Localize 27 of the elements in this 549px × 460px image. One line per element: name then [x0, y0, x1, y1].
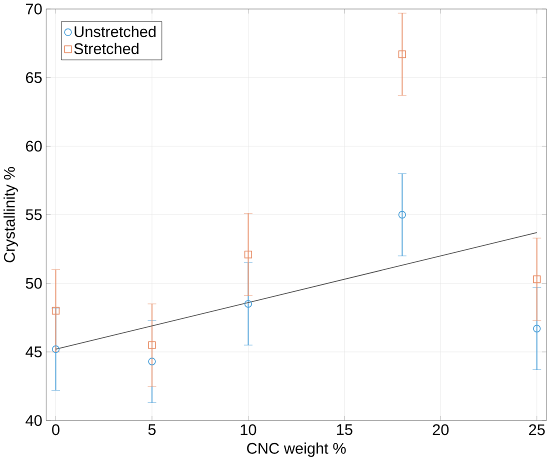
point — [52, 306, 60, 314]
legend-label: Stretched — [74, 42, 138, 54]
y-axis-title: Crystallinity % — [4, 166, 18, 262]
point — [52, 345, 60, 353]
point — [398, 50, 406, 58]
x-tick-label: 20 — [432, 424, 449, 435]
y-tick-label: 70 — [26, 3, 42, 14]
y-tick-label: 65 — [26, 72, 42, 83]
x-tick-label: 10 — [240, 424, 256, 435]
x-tick-label: 0 — [52, 424, 60, 435]
point — [244, 250, 252, 258]
y-tick-label: 50 — [26, 278, 42, 289]
y-tick-label: 55 — [26, 209, 42, 220]
x-tick-label: 15 — [337, 424, 352, 435]
point — [148, 341, 156, 349]
point — [533, 324, 541, 332]
point — [148, 357, 156, 366]
point — [398, 210, 406, 218]
point — [533, 275, 541, 283]
x-tick-label: 25 — [529, 424, 545, 435]
y-tick-label: 60 — [26, 140, 42, 152]
x-tick-label: 5 — [148, 424, 156, 435]
x-axis-title: CNC weight % — [247, 442, 346, 457]
y-tick-label: 40 — [26, 414, 42, 426]
point — [244, 300, 252, 308]
legend-label: Unstretched — [74, 26, 156, 37]
y-tick-label: 45 — [26, 346, 42, 358]
